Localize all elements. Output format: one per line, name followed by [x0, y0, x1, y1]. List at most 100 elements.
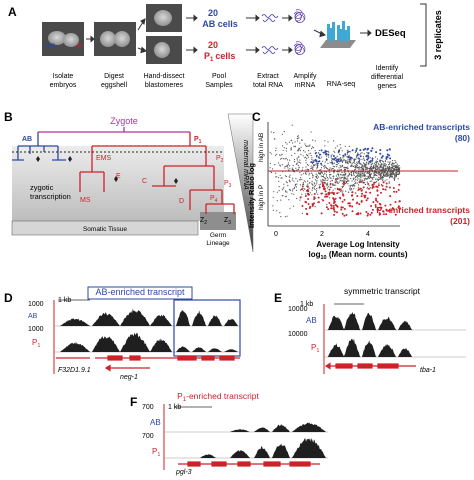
ma-point-p1-enriched — [300, 188, 303, 191]
ma-point — [297, 164, 299, 166]
ma-point — [294, 152, 296, 154]
ma-point-p1-enriched — [340, 208, 343, 211]
ma-point — [287, 167, 289, 169]
ma-point — [288, 176, 290, 178]
ma-point — [281, 145, 284, 147]
panel-b: B maternal mRNA Zygote — [4, 110, 254, 253]
ma-point — [310, 155, 312, 157]
ma-point — [285, 150, 287, 152]
ma-point — [328, 197, 331, 199]
ma-point — [322, 179, 324, 181]
ma-point — [310, 172, 312, 174]
ma-point-ab-enriched — [388, 154, 391, 157]
p3-node: P3 — [224, 180, 232, 189]
ma-point — [269, 151, 271, 153]
ma-point — [339, 169, 341, 171]
ma-point — [383, 169, 386, 171]
ma-point-p1-enriched — [313, 196, 316, 199]
ma-point — [273, 132, 275, 134]
ma-point — [348, 150, 350, 152]
ma-point — [291, 124, 293, 126]
ma-point-p1-enriched — [307, 193, 310, 196]
ma-point — [393, 169, 395, 171]
ma-point-p1-enriched — [367, 212, 370, 215]
ma-point — [336, 166, 338, 168]
ma-point — [299, 189, 301, 191]
x-tick-2: 2 — [320, 231, 324, 238]
ma-point-p1-enriched — [317, 196, 320, 199]
ma-point-ab-enriched — [358, 161, 361, 163]
ma-point — [321, 198, 323, 201]
ma-point — [288, 170, 290, 172]
ma-point-p1-enriched — [392, 187, 395, 189]
ma-point — [273, 191, 275, 193]
ma-point — [342, 183, 344, 185]
ma-point — [399, 167, 401, 169]
ma-point — [289, 181, 291, 183]
ma-point — [372, 166, 374, 168]
ma-point — [352, 184, 354, 186]
ma-point-p1-enriched — [330, 207, 333, 210]
ma-point — [333, 162, 335, 164]
ma-point — [351, 165, 353, 167]
ma-point-ab-enriched — [359, 155, 362, 158]
x-tick-4: 4 — [366, 231, 370, 238]
ma-point — [296, 162, 298, 164]
ma-point — [325, 175, 328, 177]
ma-point — [389, 165, 391, 168]
ma-point-p1-enriched — [355, 213, 358, 216]
z3-node: Z3 — [224, 217, 231, 226]
ma-point-p1-enriched — [326, 195, 329, 198]
ma-point — [272, 168, 274, 170]
ma-point — [347, 191, 350, 193]
ma-point — [278, 190, 280, 192]
ma-point — [312, 175, 314, 177]
ma-point-p1-enriched — [332, 207, 335, 210]
ma-point — [364, 183, 366, 186]
ma-point — [347, 159, 349, 161]
ma-point — [306, 158, 308, 160]
ma-point — [289, 165, 291, 167]
ma-point — [353, 170, 355, 172]
ma-point — [377, 167, 379, 169]
ma-point-ab-enriched — [335, 159, 338, 162]
ma-point — [284, 196, 286, 198]
ma-point-p1-enriched — [370, 211, 373, 214]
ma-point — [380, 163, 382, 166]
ma-point — [350, 159, 352, 161]
ma-point — [323, 165, 325, 167]
panel-f-max-ab: 700 — [142, 404, 154, 411]
zygote-label: Zygote — [110, 116, 138, 126]
ma-point — [388, 167, 391, 169]
p1-node: P1 — [194, 136, 202, 145]
ma-point — [358, 166, 360, 168]
ma-point — [329, 173, 331, 176]
ma-point — [368, 174, 370, 176]
ma-point-p1-enriched — [380, 206, 383, 209]
ma-point-p1-enriched — [347, 202, 350, 205]
ma-point — [311, 162, 314, 165]
ma-point-p1-enriched — [357, 212, 360, 215]
ma-point-p1-enriched — [329, 182, 332, 185]
ma-point — [356, 164, 358, 166]
ma-point-p1-enriched — [306, 213, 309, 216]
ma-point — [285, 191, 287, 193]
ma-point — [330, 186, 332, 188]
ma-point — [393, 168, 395, 170]
ma-point — [388, 182, 390, 184]
ma-point-p1-enriched — [374, 204, 377, 206]
ma-point — [387, 174, 389, 176]
ma-point — [300, 179, 302, 181]
ma-point — [363, 166, 365, 168]
y-label-high-p1: high in P — [258, 185, 265, 210]
step-digest-1: Digest — [104, 73, 124, 80]
ma-point — [375, 163, 377, 165]
ma-point — [359, 172, 361, 174]
ma-point — [349, 187, 351, 189]
ma-point — [384, 180, 386, 182]
ma-point — [301, 139, 303, 141]
ma-point — [326, 155, 328, 157]
ma-point — [292, 177, 294, 179]
ma-point — [291, 168, 293, 171]
ma-point — [322, 180, 324, 182]
